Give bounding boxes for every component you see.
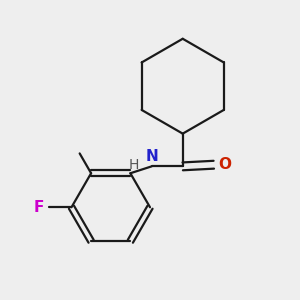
Text: N: N bbox=[145, 149, 158, 164]
Text: H: H bbox=[128, 158, 139, 172]
Text: O: O bbox=[219, 157, 232, 172]
Text: F: F bbox=[33, 200, 44, 215]
